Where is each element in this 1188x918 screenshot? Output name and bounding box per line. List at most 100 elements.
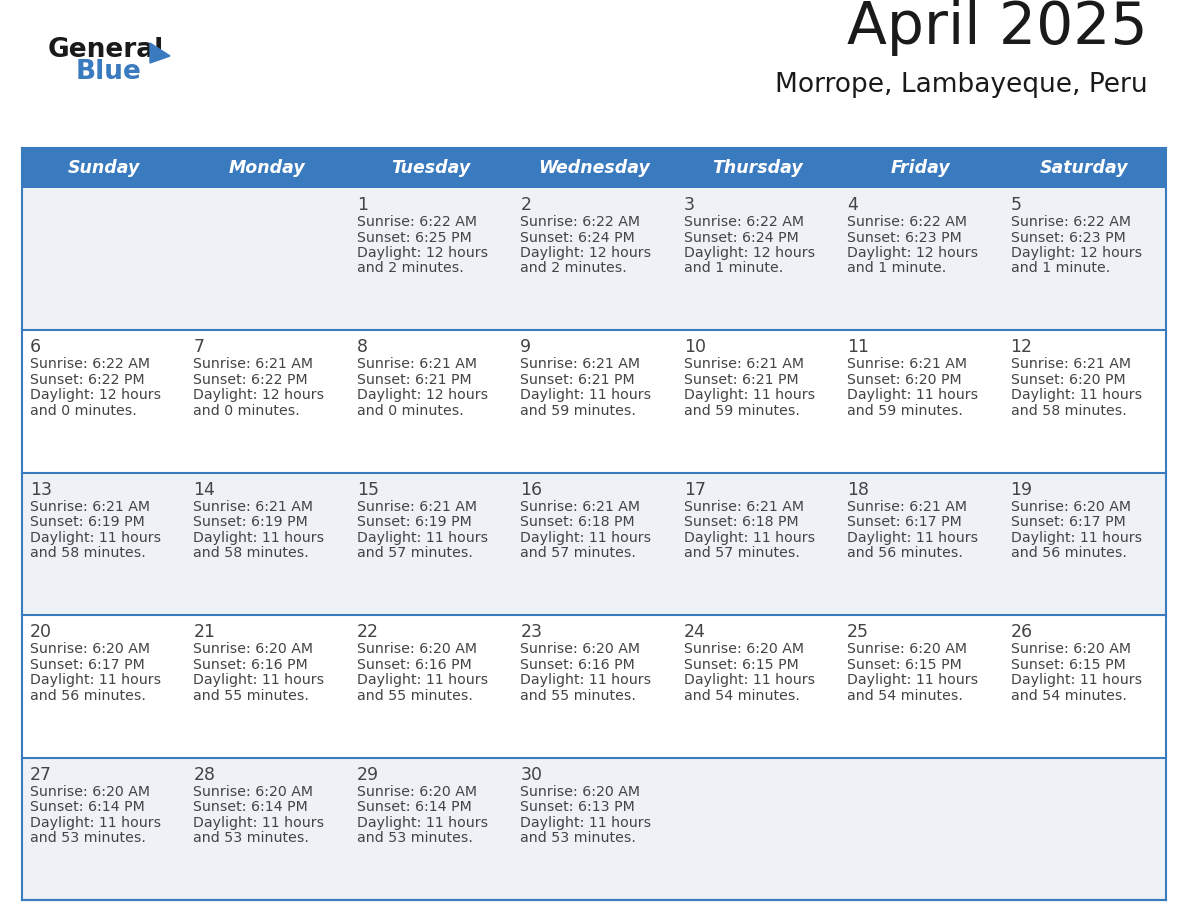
Text: Daylight: 11 hours: Daylight: 11 hours xyxy=(1011,388,1142,402)
Text: Sunrise: 6:22 AM: Sunrise: 6:22 AM xyxy=(684,215,804,229)
Text: Sunset: 6:17 PM: Sunset: 6:17 PM xyxy=(847,515,962,530)
Text: Sunrise: 6:20 AM: Sunrise: 6:20 AM xyxy=(684,643,804,656)
Text: Sunrise: 6:22 AM: Sunrise: 6:22 AM xyxy=(30,357,150,372)
Text: Sunrise: 6:21 AM: Sunrise: 6:21 AM xyxy=(520,499,640,514)
Text: Daylight: 12 hours: Daylight: 12 hours xyxy=(194,388,324,402)
Text: April 2025: April 2025 xyxy=(847,0,1148,56)
Text: 30: 30 xyxy=(520,766,542,784)
Text: 12: 12 xyxy=(1011,339,1032,356)
Text: Sunrise: 6:21 AM: Sunrise: 6:21 AM xyxy=(194,499,314,514)
Text: 6: 6 xyxy=(30,339,42,356)
Text: Sunset: 6:15 PM: Sunset: 6:15 PM xyxy=(1011,657,1125,672)
Text: Sunset: 6:19 PM: Sunset: 6:19 PM xyxy=(356,515,472,530)
Text: and 59 minutes.: and 59 minutes. xyxy=(520,404,636,418)
Text: and 1 minute.: and 1 minute. xyxy=(1011,262,1110,275)
Text: Daylight: 11 hours: Daylight: 11 hours xyxy=(30,531,162,544)
Bar xyxy=(23,330,1165,473)
Text: Daylight: 11 hours: Daylight: 11 hours xyxy=(847,388,978,402)
Bar xyxy=(23,473,1165,615)
Text: General: General xyxy=(48,37,164,63)
Text: Daylight: 11 hours: Daylight: 11 hours xyxy=(1011,673,1142,688)
Text: and 53 minutes.: and 53 minutes. xyxy=(194,831,309,845)
Text: and 55 minutes.: and 55 minutes. xyxy=(356,688,473,702)
Text: Daylight: 12 hours: Daylight: 12 hours xyxy=(356,246,488,260)
Text: 9: 9 xyxy=(520,339,531,356)
Text: Daylight: 11 hours: Daylight: 11 hours xyxy=(194,531,324,544)
Text: and 0 minutes.: and 0 minutes. xyxy=(194,404,301,418)
Text: Daylight: 11 hours: Daylight: 11 hours xyxy=(194,815,324,830)
Text: Sunrise: 6:20 AM: Sunrise: 6:20 AM xyxy=(1011,643,1131,656)
Text: Daylight: 11 hours: Daylight: 11 hours xyxy=(30,673,162,688)
Text: 10: 10 xyxy=(684,339,706,356)
Bar xyxy=(23,148,1165,188)
Text: 21: 21 xyxy=(194,623,215,641)
Text: Sunset: 6:15 PM: Sunset: 6:15 PM xyxy=(847,657,962,672)
Text: Daylight: 12 hours: Daylight: 12 hours xyxy=(520,246,651,260)
Text: Daylight: 11 hours: Daylight: 11 hours xyxy=(684,531,815,544)
Text: Sunday: Sunday xyxy=(68,159,140,177)
Text: Sunset: 6:25 PM: Sunset: 6:25 PM xyxy=(356,230,472,244)
Text: Daylight: 11 hours: Daylight: 11 hours xyxy=(1011,531,1142,544)
Text: and 53 minutes.: and 53 minutes. xyxy=(356,831,473,845)
Text: and 59 minutes.: and 59 minutes. xyxy=(684,404,800,418)
Text: and 55 minutes.: and 55 minutes. xyxy=(194,688,309,702)
Text: and 57 minutes.: and 57 minutes. xyxy=(684,546,800,560)
Text: and 56 minutes.: and 56 minutes. xyxy=(30,688,146,702)
Text: Tuesday: Tuesday xyxy=(391,159,470,177)
Text: Sunset: 6:24 PM: Sunset: 6:24 PM xyxy=(684,230,798,244)
Text: Sunset: 6:22 PM: Sunset: 6:22 PM xyxy=(194,373,308,386)
Text: Thursday: Thursday xyxy=(712,159,803,177)
Text: 3: 3 xyxy=(684,196,695,214)
Text: and 59 minutes.: and 59 minutes. xyxy=(847,404,963,418)
Text: Daylight: 11 hours: Daylight: 11 hours xyxy=(356,815,488,830)
Text: Daylight: 12 hours: Daylight: 12 hours xyxy=(684,246,815,260)
Text: Daylight: 11 hours: Daylight: 11 hours xyxy=(30,815,162,830)
Text: 18: 18 xyxy=(847,481,870,498)
Text: Sunrise: 6:20 AM: Sunrise: 6:20 AM xyxy=(30,643,150,656)
Text: Sunset: 6:15 PM: Sunset: 6:15 PM xyxy=(684,657,798,672)
Text: Sunrise: 6:20 AM: Sunrise: 6:20 AM xyxy=(356,643,476,656)
Text: Sunset: 6:21 PM: Sunset: 6:21 PM xyxy=(356,373,472,386)
Text: Daylight: 11 hours: Daylight: 11 hours xyxy=(194,673,324,688)
Text: 14: 14 xyxy=(194,481,215,498)
Text: Daylight: 11 hours: Daylight: 11 hours xyxy=(684,673,815,688)
Text: Daylight: 11 hours: Daylight: 11 hours xyxy=(847,673,978,688)
Text: Sunset: 6:18 PM: Sunset: 6:18 PM xyxy=(520,515,634,530)
Text: 25: 25 xyxy=(847,623,870,641)
Text: and 55 minutes.: and 55 minutes. xyxy=(520,688,636,702)
Text: Sunset: 6:20 PM: Sunset: 6:20 PM xyxy=(1011,373,1125,386)
Bar xyxy=(23,757,1165,900)
Text: and 58 minutes.: and 58 minutes. xyxy=(194,546,309,560)
Text: Sunset: 6:22 PM: Sunset: 6:22 PM xyxy=(30,373,145,386)
Text: and 57 minutes.: and 57 minutes. xyxy=(356,546,473,560)
Text: Morrope, Lambayeque, Peru: Morrope, Lambayeque, Peru xyxy=(776,72,1148,98)
Text: Sunset: 6:21 PM: Sunset: 6:21 PM xyxy=(684,373,798,386)
Text: Sunset: 6:20 PM: Sunset: 6:20 PM xyxy=(847,373,962,386)
Text: and 1 minute.: and 1 minute. xyxy=(847,262,947,275)
Text: Sunset: 6:13 PM: Sunset: 6:13 PM xyxy=(520,800,636,814)
Text: 20: 20 xyxy=(30,623,52,641)
Text: Sunrise: 6:20 AM: Sunrise: 6:20 AM xyxy=(1011,499,1131,514)
Text: Sunrise: 6:22 AM: Sunrise: 6:22 AM xyxy=(356,215,476,229)
Text: Sunrise: 6:21 AM: Sunrise: 6:21 AM xyxy=(684,357,804,372)
Text: Sunrise: 6:20 AM: Sunrise: 6:20 AM xyxy=(356,785,476,799)
Text: Sunset: 6:14 PM: Sunset: 6:14 PM xyxy=(356,800,472,814)
Text: 8: 8 xyxy=(356,339,368,356)
Text: and 54 minutes.: and 54 minutes. xyxy=(684,688,800,702)
Text: 5: 5 xyxy=(1011,196,1022,214)
Text: Sunrise: 6:21 AM: Sunrise: 6:21 AM xyxy=(356,357,476,372)
Text: 7: 7 xyxy=(194,339,204,356)
Text: 1: 1 xyxy=(356,196,368,214)
Text: 11: 11 xyxy=(847,339,870,356)
Text: 27: 27 xyxy=(30,766,52,784)
Text: Friday: Friday xyxy=(891,159,950,177)
Text: Sunset: 6:19 PM: Sunset: 6:19 PM xyxy=(30,515,145,530)
Text: Daylight: 11 hours: Daylight: 11 hours xyxy=(520,815,651,830)
Text: Saturday: Saturday xyxy=(1040,159,1129,177)
Text: Sunrise: 6:21 AM: Sunrise: 6:21 AM xyxy=(30,499,150,514)
Text: 26: 26 xyxy=(1011,623,1032,641)
Text: 29: 29 xyxy=(356,766,379,784)
Text: and 0 minutes.: and 0 minutes. xyxy=(356,404,463,418)
Text: Monday: Monday xyxy=(229,159,305,177)
Text: Sunrise: 6:20 AM: Sunrise: 6:20 AM xyxy=(847,643,967,656)
